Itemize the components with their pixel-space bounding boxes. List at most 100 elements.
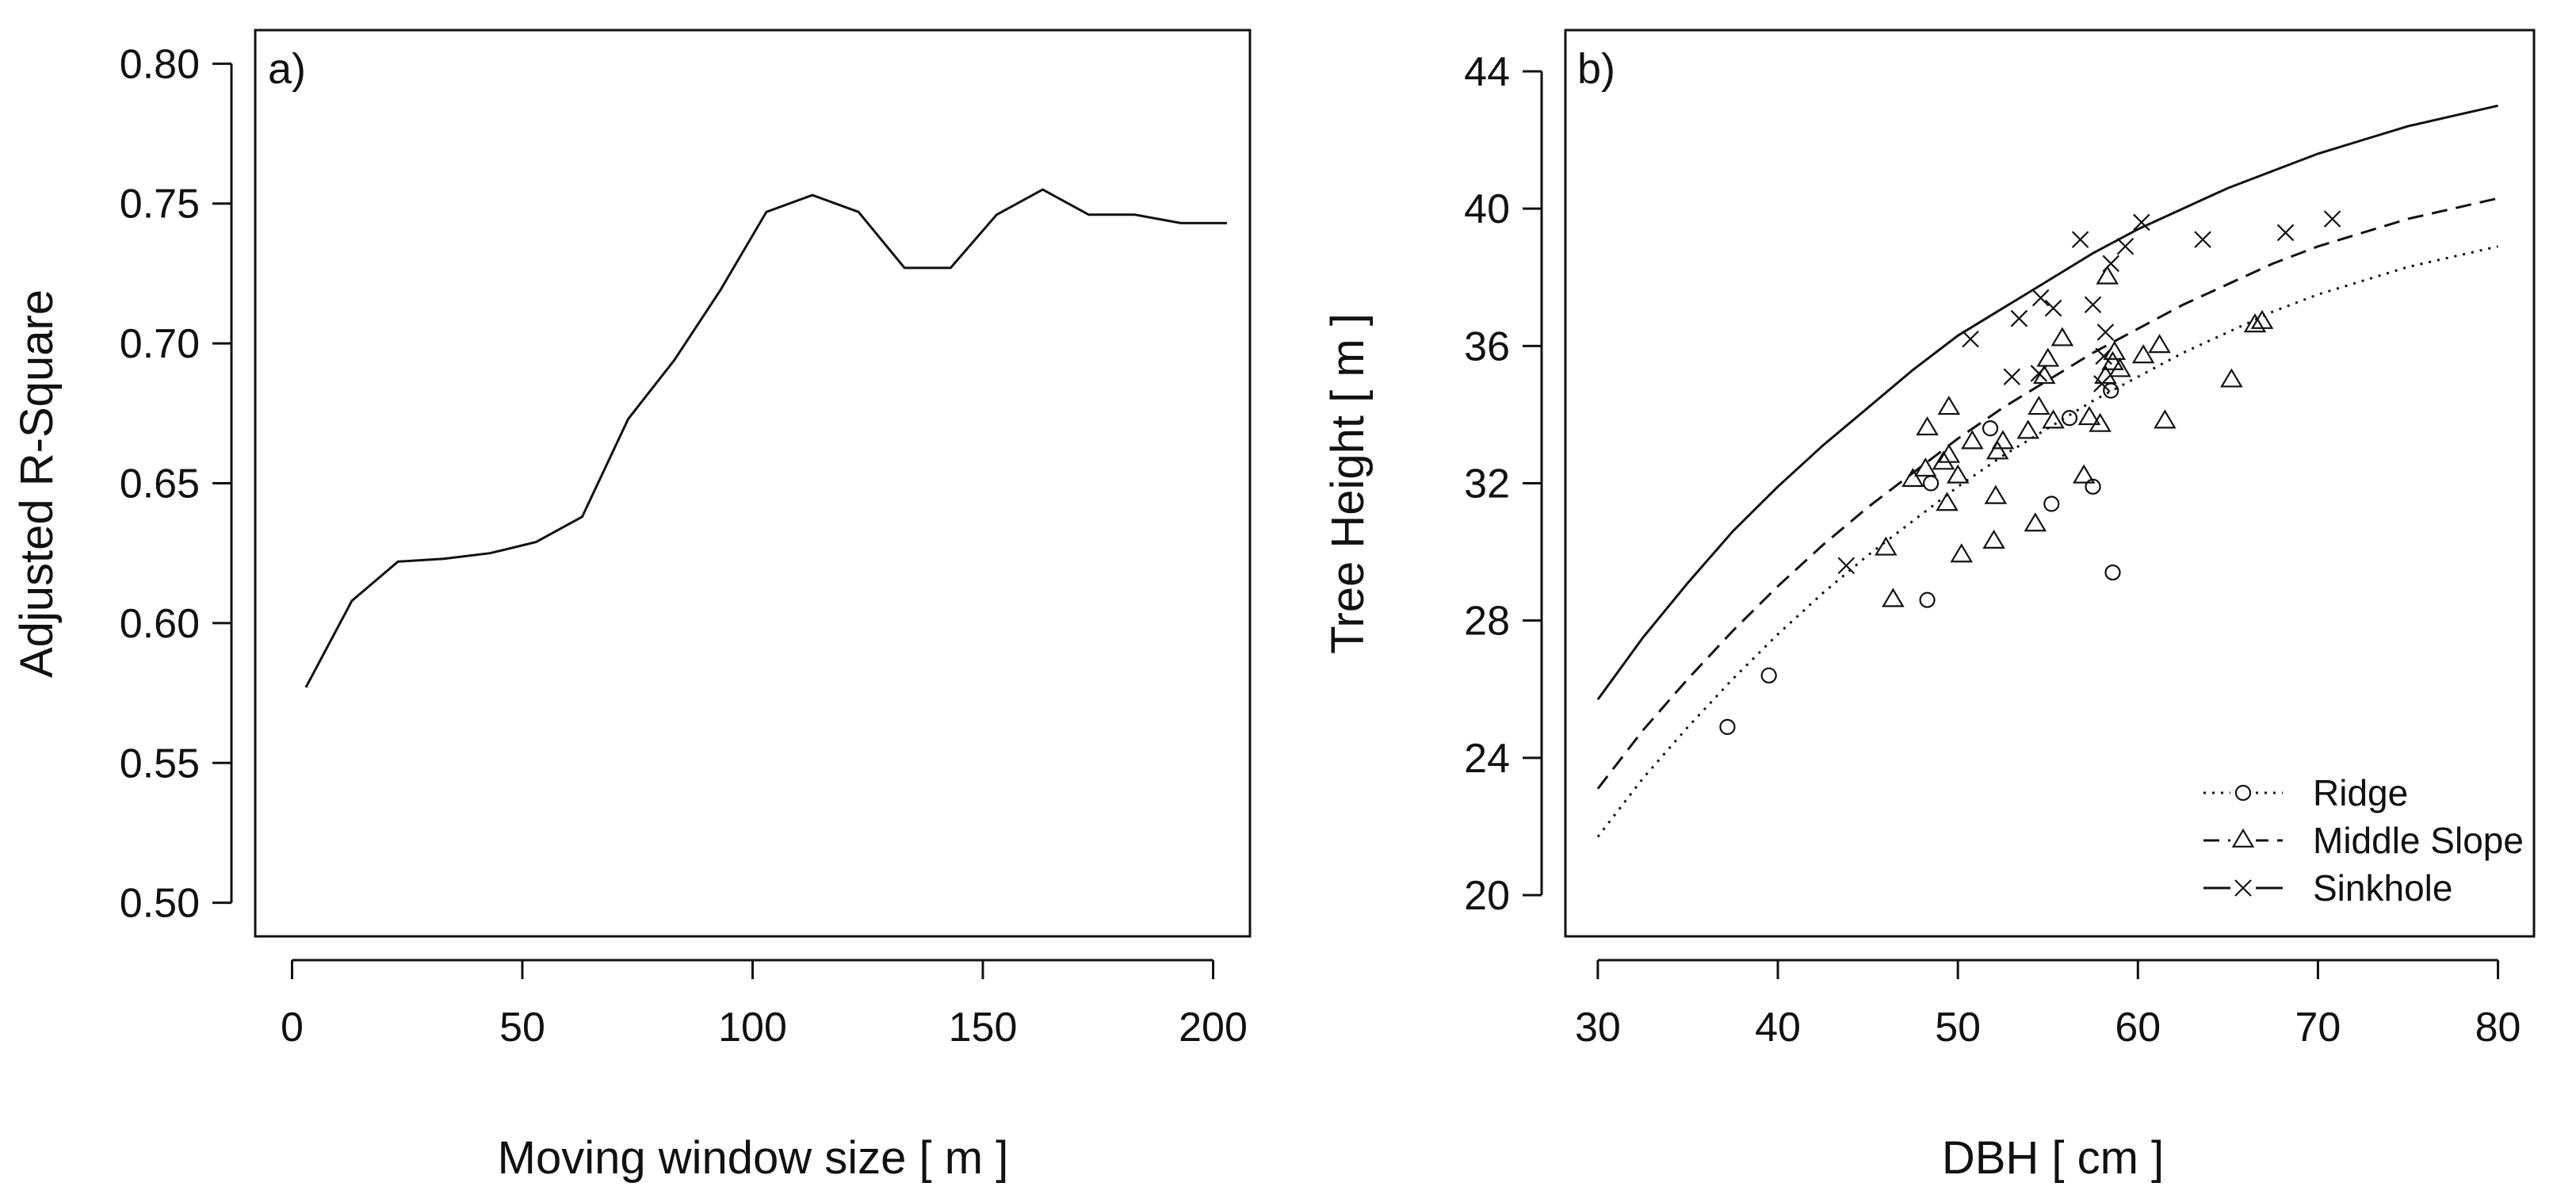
- panel-b-sinkhole-fit-curve: [1596, 104, 2498, 701]
- panel-b-middle-slope-point: [1984, 484, 2008, 504]
- panel-b-ridge-point: [2061, 410, 2078, 427]
- panel-b-middle-slope-point: [1932, 450, 1955, 470]
- panel-a-x-tick-label: 150: [949, 1005, 1018, 1051]
- panel-a-x-tick-label: 100: [718, 1005, 787, 1051]
- panel-b-y-tick-label: 44: [1464, 49, 1510, 95]
- panel-b-x-axis-title: DBH [ cm ]: [1942, 1132, 2164, 1184]
- panel-b-middle-slope-point: [2050, 327, 2074, 346]
- panel-b-middle-slope-point: [1950, 543, 1973, 563]
- panel-b-middle-slope-point: [2108, 358, 2131, 377]
- panel-a-x-tick-label: 50: [499, 1005, 545, 1051]
- panel-b-plot-frame: [1564, 29, 2536, 938]
- panel-a-label: a): [268, 45, 306, 93]
- panel-a-series: [304, 188, 1227, 688]
- panel-b-ridge-point: [2043, 496, 2060, 512]
- panel-b-middle-slope-point: [2148, 334, 2171, 354]
- legend-middle-slope-marker: [2231, 828, 2255, 848]
- panel-b-y-tick-label: 24: [1464, 736, 1510, 782]
- panel-b-y-axis-title: Tree Height [ m ]: [1322, 313, 1374, 654]
- panel-b-sinkhole-point: [2044, 299, 2062, 317]
- panel-b-sinkhole-point: [2096, 323, 2115, 341]
- panel-b-sinkhole-point: [1962, 330, 1979, 348]
- panel-b-x-tick-label: 60: [2115, 1005, 2161, 1051]
- panel-b-ridge-point: [1982, 420, 1999, 437]
- panel-a-axes: 0 50 100 150 200 0.50 0.55 0.60 0.65 0.70 0.75 0.80: [120, 41, 1248, 1051]
- panel-b-middle-slope-point: [2131, 344, 2155, 364]
- panel-b-label: b): [1577, 45, 1615, 93]
- panel-a-y-tick-label: 0.80: [120, 41, 200, 87]
- panel-b-middle-slope-point: [1916, 416, 1939, 436]
- panel-b-sinkhole-point: [2276, 224, 2295, 242]
- panel-b-sinkhole-point: [2095, 347, 2112, 366]
- panel-b-ridge-point: [1922, 475, 1940, 492]
- panel-a-y-tick-label: 0.65: [120, 461, 200, 507]
- panel-b-y-tick-label: 28: [1464, 599, 1510, 645]
- panel-b-middle-slope-point: [2072, 464, 2096, 484]
- panel-b-middle-slope-point: [1937, 396, 1961, 415]
- panel-b-x-tick-label: 30: [1575, 1005, 1621, 1051]
- panel-b-y-tick-label: 40: [1464, 186, 1510, 232]
- panel-b-middle-slope-point: [2042, 409, 2065, 429]
- panel-a-x-tick-label: 0: [281, 1005, 304, 1051]
- panel-b-middle-slope-point: [2089, 412, 2112, 432]
- panel-b-middle-slope-point: [1961, 430, 1984, 450]
- panel-b-axes: 30 40 50 60 70 80 20 24 28 32 36 40 44: [1464, 49, 2521, 1051]
- panel-b-x-tick-label: 80: [2475, 1005, 2521, 1051]
- panel-b-sinkhole-point: [2084, 296, 2102, 314]
- panel-b-middle-slope-point: [1882, 588, 1905, 607]
- panel-b-ridge-point: [2103, 382, 2119, 399]
- panel-b-middle-slope-point: [2077, 406, 2101, 426]
- panel-b-middle-slope-point: [1946, 464, 1970, 484]
- panel-b-middle-slope-point: [2154, 409, 2177, 429]
- legend-sinkhole-marker: [2234, 879, 2252, 897]
- panel-b-middle-slope-point: [1913, 457, 1937, 477]
- panel-a-y-tick-label: 0.50: [120, 881, 200, 927]
- panel-b-ridge-point: [2104, 564, 2121, 581]
- panel-b-middle-slope-point: [2028, 396, 2050, 415]
- legend-ridge-marker: [2234, 784, 2252, 802]
- panel-b-x-tick-label: 70: [2295, 1005, 2341, 1051]
- panel-b-scatter-chart: b) 30 40 50 60 70 80 20 24 28 32 36 40 44 Ridge Middl…: [1322, 29, 2536, 1184]
- panel-b-middle-slope-point: [2024, 512, 2047, 532]
- panel-b-middle-slope-point: [1991, 430, 2015, 450]
- panel-b-middle-slope-point: [2243, 313, 2267, 333]
- panel-a-y-tick-label: 0.75: [120, 182, 200, 228]
- panel-b-middle-slope-point: [1986, 440, 2009, 460]
- panel-a-y-tick-label: 0.60: [120, 601, 200, 647]
- legend-ridge-label: Ridge: [2313, 772, 2408, 813]
- panel-a-y-axis-title: Adjusted R-Square: [11, 289, 63, 678]
- panel-b-legend: Ridge Middle Slope Sinkhole: [2203, 772, 2524, 909]
- panel-b-sinkhole-point: [2003, 368, 2021, 386]
- legend-sinkhole-label: Sinkhole: [2313, 867, 2452, 909]
- panel-b-middle-slope-point: [2096, 265, 2119, 285]
- panel-b-y-tick-label: 32: [1464, 461, 1510, 507]
- panel-a-series-line: [304, 188, 1227, 688]
- panel-b-sinkhole-point: [2116, 237, 2135, 255]
- panel-b-ridge-point: [1719, 718, 1736, 735]
- panel-b-sinkhole-point: [1837, 557, 1856, 575]
- panel-b-y-tick-label: 20: [1464, 873, 1510, 919]
- panel-b-sinkhole-point: [2071, 231, 2089, 248]
- panel-b-middle-slope-point: [2016, 419, 2040, 439]
- panel-b-middle-slope-point: [1936, 492, 1959, 511]
- panel-a-y-tick-label: 0.70: [120, 321, 200, 367]
- panel-b-sinkhole-point: [2093, 375, 2111, 392]
- panel-b-ridge-point: [1760, 667, 1777, 684]
- panel-b-sinkhole-point: [2010, 309, 2028, 327]
- panel-b-sinkhole-point: [2102, 255, 2120, 273]
- panel-b-middle-slope-fit-curve: [1596, 197, 2498, 790]
- panel-b-sinkhole-point: [2194, 231, 2211, 248]
- panel-b-series: [1596, 104, 2498, 838]
- panel-b-sinkhole-point: [2030, 365, 2048, 382]
- panel-a-x-tick-label: 200: [1179, 1005, 1248, 1051]
- legend-middle-slope-marker-backdrop: [2230, 828, 2256, 853]
- panel-b-ridge-fit-curve: [1596, 245, 2498, 838]
- panel-b-ridge-point: [1919, 591, 1936, 608]
- legend-middle-slope-label: Middle Slope: [2313, 820, 2524, 861]
- panel-a-line-chart: a) 0 50 100 150 2000.500.550.600.650.700.750…: [11, 29, 1252, 1184]
- panel-b-y-tick-label: 36: [1464, 323, 1510, 369]
- panel-b-sinkhole-point: [2031, 289, 2050, 307]
- panel-b-middle-slope-point: [1937, 443, 1961, 463]
- panel-a-plot-frame: [254, 29, 1252, 938]
